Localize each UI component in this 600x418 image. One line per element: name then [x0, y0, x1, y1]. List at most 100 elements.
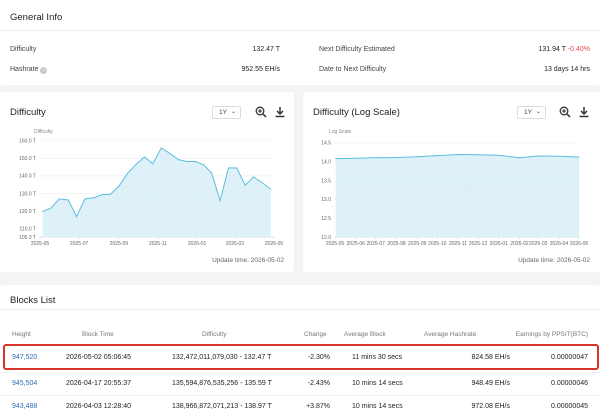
range-select-value: 1Y: [219, 109, 227, 116]
block-difficulty: 132,472,011,079,030 - 132.47 T: [172, 354, 272, 361]
data-point: [84, 198, 86, 200]
x-tick-label: 2026-04: [550, 241, 569, 246]
log-difficulty-chart-card: Difficulty (Log Scale) 1Y ⌄ Log Scale 12.0…: [303, 92, 600, 272]
x-tick-label: 2025-12: [469, 241, 488, 246]
info-icon[interactable]: i: [40, 67, 48, 74]
x-tick-label: 2026-01: [490, 241, 509, 246]
header-average-block: Average Block: [344, 331, 386, 338]
data-point: [178, 159, 179, 161]
highlight-box: [3, 344, 599, 370]
block-average-hashrate: 972.08 EH/s: [471, 403, 510, 410]
y-tick-label: 13.5: [321, 178, 331, 184]
block-difficulty: 138,966,872,071,213 - 138.97 T: [172, 403, 272, 410]
x-tick-label: 2025-05: [326, 241, 345, 246]
range-select[interactable]: 1Y ⌄: [212, 106, 241, 119]
x-tick-label: 2025-07: [70, 241, 89, 246]
data-point: [355, 157, 357, 159]
header-earnings: Earnings by PPS/T(BTC): [515, 331, 588, 338]
header-average-hashrate: Average Hashrate: [424, 331, 477, 338]
data-point: [110, 193, 111, 195]
data-point: [67, 199, 69, 201]
data-point: [50, 207, 52, 209]
data-point: [457, 154, 459, 155]
data-point: [477, 154, 479, 156]
difficulty-chart[interactable]: Difficulty 105.3 T 110.0 T 120.0 T 130.0 T 14…: [0, 126, 294, 246]
data-point: [144, 156, 145, 158]
data-point: [58, 198, 60, 200]
data-point: [127, 172, 129, 174]
next-difficulty-label: Next Difficulty Estimated: [319, 46, 395, 53]
date-next-difficulty-label: Date to Next Difficulty: [319, 66, 387, 73]
y-axis-label: Log Scale: [329, 129, 351, 135]
series-line: [42, 147, 272, 218]
data-point: [119, 184, 120, 186]
series-area: [42, 148, 271, 237]
x-tick-label: 2025-09: [110, 241, 129, 246]
log-difficulty-chart[interactable]: Log Scale 12.0 12.5 13.0 13.5 14.0 14.5 2025-05…: [303, 126, 600, 246]
x-tick-label: 2026-03: [529, 241, 548, 246]
date-next-difficulty-value: 13 days 14 hrs: [544, 66, 590, 73]
data-point: [436, 155, 438, 157]
block-average-time: 10 mins 14 secs: [352, 403, 403, 410]
chevron-down-icon: ⌄: [230, 109, 236, 115]
data-point: [270, 188, 272, 190]
y-tick-label: 110.0 T: [20, 227, 37, 233]
general-info-title: General Info: [10, 12, 63, 23]
blocks-list-card: Blocks List Height Block Time Difficulty…: [0, 285, 600, 418]
x-tick-label: 2026-02: [510, 241, 529, 246]
data-point: [558, 155, 560, 157]
download-icon[interactable]: [578, 106, 590, 118]
y-tick-label: 140.0 T: [19, 174, 36, 180]
zoom-in-icon[interactable]: [559, 106, 571, 118]
y-tick-label: 150.0 T: [19, 156, 36, 162]
hashrate-label-group: Hashrate i: [10, 66, 48, 74]
table-row[interactable]: 947,520 2026-05-02 05:06:45 132,472,011,…: [0, 347, 600, 369]
data-point: [537, 155, 539, 157]
data-point: [396, 157, 397, 158]
block-height-link[interactable]: 947,520: [12, 354, 38, 361]
block-height-link[interactable]: 943,488: [12, 403, 38, 410]
download-icon[interactable]: [274, 106, 286, 118]
y-tick-label: 105.3 T: [19, 235, 36, 241]
x-tick-label: 2026-03: [226, 241, 245, 246]
divider: [0, 30, 600, 31]
data-point: [186, 161, 188, 162]
x-tick-label: 2025-07: [367, 241, 386, 246]
y-tick-label: 13.0: [321, 197, 331, 203]
next-difficulty-change: -0.40%: [567, 46, 590, 53]
blocks-list-title: Blocks List: [10, 295, 56, 306]
data-point: [135, 163, 137, 165]
data-point: [244, 184, 246, 186]
data-point: [169, 153, 171, 155]
block-change: +3.87%: [306, 403, 330, 410]
data-point: [101, 194, 103, 196]
header-difficulty: Difficulty: [202, 331, 227, 338]
data-point: [519, 157, 520, 159]
data-point: [93, 197, 95, 199]
zoom-in-icon[interactable]: [255, 106, 267, 118]
block-average-hashrate: 824.58 EH/s: [471, 354, 510, 361]
data-point: [211, 172, 213, 174]
x-tick-label: 2025-11: [449, 241, 467, 246]
block-difficulty: 135,594,876,535,256 - 135.59 T: [172, 380, 272, 387]
block-height-link[interactable]: 945,504: [12, 380, 38, 387]
update-time: Update time: 2026-05-02: [212, 257, 284, 264]
block-average-time: 11 mins 30 secs: [352, 354, 403, 361]
x-tick-label: 2026-05: [265, 241, 284, 246]
x-tick-label: 2025-09: [408, 241, 427, 246]
block-earnings: 0.00000045: [551, 403, 588, 410]
range-select[interactable]: 1Y ⌄: [517, 106, 546, 119]
block-earnings: 0.00000046: [551, 380, 588, 387]
data-point: [375, 157, 377, 159]
difficulty-label: Difficulty: [10, 46, 37, 53]
block-average-time: 10 mins 14 secs: [352, 380, 403, 387]
next-difficulty-value: 131.94 T: [538, 46, 566, 53]
update-time: Update time: 2026-05-02: [518, 257, 590, 264]
data-point: [416, 156, 418, 158]
table-row[interactable]: 943,488 2026-04-03 12:28:40 138,966,872,…: [0, 396, 600, 418]
x-tick-label: 2026-01: [188, 241, 207, 246]
difficulty-chart-title: Difficulty: [10, 107, 46, 118]
block-time: 2026-04-03 12:28:40: [66, 403, 131, 410]
divider: [0, 309, 600, 310]
table-row[interactable]: 945,504 2026-04-17 20:55:37 135,594,876,…: [0, 373, 600, 395]
